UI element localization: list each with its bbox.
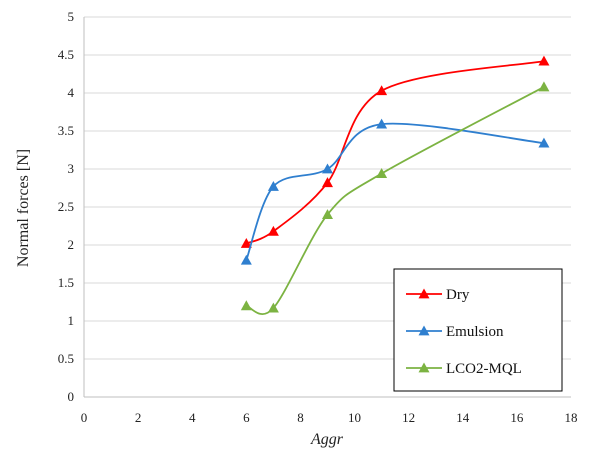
data-point-marker bbox=[267, 225, 279, 236]
x-axis-title: Aggr bbox=[310, 431, 344, 448]
x-tick-label: 18 bbox=[565, 410, 578, 425]
series-emulsion bbox=[240, 118, 550, 265]
y-tick-label: 2 bbox=[68, 237, 75, 252]
data-point-marker bbox=[538, 137, 550, 148]
data-point-marker bbox=[376, 168, 388, 178]
data-point-marker bbox=[376, 118, 388, 129]
data-point-marker bbox=[538, 81, 550, 92]
y-tick-label: 1.5 bbox=[58, 275, 74, 290]
series-lco2-mql bbox=[240, 81, 550, 315]
legend-swatch-marker bbox=[418, 325, 430, 336]
legend-label: Dry bbox=[446, 287, 470, 303]
y-tick-label: 0.5 bbox=[58, 351, 74, 366]
data-point-marker bbox=[322, 163, 333, 174]
x-tick-label: 10 bbox=[348, 410, 361, 425]
y-tick-label: 0 bbox=[68, 389, 75, 404]
y-tick-label: 3.5 bbox=[58, 123, 74, 138]
y-axis-title: Normal forces [N] bbox=[15, 149, 32, 267]
x-tick-label: 0 bbox=[81, 410, 88, 425]
data-point-marker bbox=[538, 55, 550, 66]
legend-swatch-marker bbox=[418, 362, 430, 373]
data-point-marker bbox=[240, 237, 252, 248]
x-tick-label: 2 bbox=[135, 410, 142, 425]
x-tick-label: 16 bbox=[510, 410, 524, 425]
series-dry bbox=[240, 55, 550, 248]
series-line bbox=[245, 122, 545, 261]
y-tick-label: 4 bbox=[68, 85, 75, 100]
data-point-marker bbox=[267, 180, 279, 191]
y-tick-label: 3 bbox=[68, 161, 75, 176]
series-line bbox=[245, 60, 545, 245]
data-point-marker bbox=[376, 85, 388, 96]
data-point-marker bbox=[322, 177, 333, 188]
y-tick-label: 1 bbox=[68, 313, 75, 328]
y-tick-label: 4.5 bbox=[58, 47, 74, 62]
legend-swatch-marker bbox=[418, 288, 430, 299]
data-point-marker bbox=[240, 300, 252, 311]
axes bbox=[83, 17, 571, 398]
data-point-marker bbox=[322, 209, 333, 219]
data-point-marker bbox=[240, 254, 252, 265]
y-tick-label: 5 bbox=[68, 9, 75, 24]
legend: Dry Emulsion LCO2-MQL bbox=[393, 268, 563, 392]
x-tick-label: 4 bbox=[189, 410, 196, 425]
data-point-marker bbox=[267, 302, 279, 313]
legend-label: Emulsion bbox=[446, 324, 504, 340]
legend-item: Dry bbox=[406, 287, 470, 303]
y-tick-label: 2.5 bbox=[58, 199, 74, 214]
legend-item: LCO2-MQL bbox=[406, 361, 522, 377]
x-tick-label: 12 bbox=[402, 410, 415, 425]
y-tick-labels: 0 0.5 1 1.5 2 2.5 3 3.5 4 4.5 5 bbox=[58, 9, 75, 404]
x-tick-label: 6 bbox=[243, 410, 250, 425]
series-group bbox=[240, 55, 550, 315]
legend-item: Emulsion bbox=[406, 324, 504, 340]
x-tick-labels: 0 2 4 6 8 10 12 14 16 18 bbox=[81, 410, 578, 425]
x-tick-label: 14 bbox=[456, 410, 470, 425]
x-tick-label: 8 bbox=[297, 410, 304, 425]
legend-label: LCO2-MQL bbox=[446, 361, 522, 377]
